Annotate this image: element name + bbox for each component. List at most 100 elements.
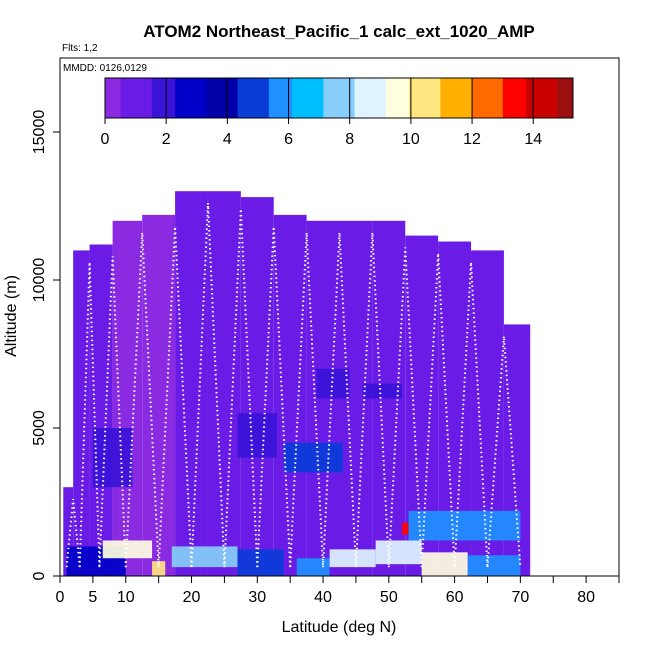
colorbar-segment	[268, 78, 278, 118]
x-tick-label: 30	[248, 589, 266, 606]
colorbar-segment	[495, 78, 504, 118]
y-tick-label: 5000	[31, 410, 48, 446]
heatmap-field	[63, 191, 531, 577]
colorbar-segment	[167, 78, 176, 118]
y-tick-label: 0	[31, 571, 48, 580]
colorbar-segment	[159, 78, 168, 118]
colorbar-segment	[417, 78, 426, 118]
heatmap-feature	[152, 561, 166, 576]
heatmap-feature	[237, 549, 284, 576]
colorbar-segment	[222, 78, 231, 118]
y-tick-label: 10000	[31, 258, 48, 303]
heatmap-feature	[408, 510, 521, 541]
plot-frame	[59, 57, 620, 577]
colorbar-segment	[393, 78, 402, 118]
heatmap-column	[372, 220, 406, 577]
colorbar-segment	[120, 78, 129, 118]
heatmap-column	[273, 214, 307, 576]
heatmap-feature	[283, 442, 343, 473]
colorbar-tick-label: 10	[402, 131, 420, 148]
colorbar-segment	[487, 78, 496, 118]
flight-track	[98, 256, 127, 568]
colorbar-segment	[409, 78, 418, 118]
colorbar-segment	[424, 78, 434, 118]
flight-track	[157, 226, 193, 568]
colorbar-segment	[112, 78, 122, 118]
x-tick-label: 70	[511, 589, 529, 606]
colorbar-segment	[370, 78, 379, 118]
colorbar-segment	[471, 78, 480, 118]
flight-track	[256, 226, 292, 568]
colorbar-segment	[502, 78, 512, 118]
colorbar-segment	[518, 78, 527, 118]
colorbar-segment	[323, 78, 332, 118]
colorbar-segment	[206, 78, 215, 118]
y-tick-label: 15000	[31, 110, 48, 155]
heatmap-column	[207, 191, 241, 576]
colorbar-segment	[151, 78, 161, 118]
colorbar-segment	[448, 78, 457, 118]
colorbar-segment	[479, 78, 488, 118]
colorbar-tick-label: 14	[524, 131, 542, 148]
heatmap-column	[240, 197, 274, 576]
heatmap-feature	[296, 558, 330, 576]
colorbar-segment	[253, 78, 262, 118]
colorbar-segment	[136, 78, 145, 118]
colorbar-segment	[229, 78, 239, 118]
colorbar-segment	[362, 78, 371, 118]
colorbar-tick-label: 12	[463, 131, 481, 148]
colorbar-segment	[105, 78, 114, 118]
colorbar-segment	[401, 78, 410, 118]
colorbar-segment	[378, 78, 387, 118]
colorbar-segment	[292, 78, 301, 118]
heatmap-column	[142, 214, 176, 576]
heatmap-column	[112, 220, 143, 577]
heatmap-feature	[375, 540, 422, 565]
colorbar-segment	[237, 78, 246, 118]
colorbar-segment	[354, 78, 363, 118]
heatmap-column	[63, 487, 74, 576]
x-tick-label: 40	[314, 589, 332, 606]
dates-label: MMDD: 0126,0129	[63, 63, 147, 74]
x-tick-label: 0	[56, 589, 65, 606]
colorbar-segment	[346, 78, 356, 118]
colorbar-segment	[432, 78, 441, 118]
flight-track	[420, 253, 456, 568]
colorbar-segment	[276, 78, 285, 118]
heatmap-column	[339, 220, 373, 577]
flight-track	[65, 498, 81, 568]
heatmap-feature	[92, 428, 133, 488]
heatmap-feature	[362, 383, 402, 399]
heatmap-feature	[237, 413, 278, 458]
heatmap-feature	[467, 555, 521, 576]
flight-track	[322, 232, 357, 568]
x-tick-label: 50	[380, 589, 398, 606]
colorbar-segment	[198, 78, 207, 118]
colorbar-segment	[245, 78, 254, 118]
colorbar-segment	[557, 78, 566, 118]
colorbar-tick-label: 6	[284, 131, 293, 148]
colorbar-segment	[549, 78, 558, 118]
flights-label: Flts: 1,2	[62, 43, 98, 54]
flight-track	[486, 336, 522, 568]
heatmap-feature	[401, 522, 409, 535]
x-tick-label: 60	[446, 589, 464, 606]
x-tick-label: 5	[88, 589, 97, 606]
colorbar-segment	[440, 78, 449, 118]
flight-track	[124, 232, 160, 568]
colorbar-segment	[331, 78, 340, 118]
flight-track	[354, 232, 390, 568]
colorbar-segment	[261, 78, 270, 118]
colorbar-segment	[307, 78, 317, 118]
colorbar: 0 2 4 6 8 10 12 14	[101, 77, 574, 148]
colorbar-segment	[526, 78, 535, 118]
colorbar-segment	[128, 78, 137, 118]
colorbar-segment	[339, 78, 348, 118]
y-axis-label: Altitude (m)	[3, 275, 20, 357]
heatmap-column	[306, 220, 340, 577]
colorbar-segment	[183, 78, 192, 118]
flight-track	[453, 262, 489, 568]
colorbar-tick-label: 4	[223, 131, 232, 148]
